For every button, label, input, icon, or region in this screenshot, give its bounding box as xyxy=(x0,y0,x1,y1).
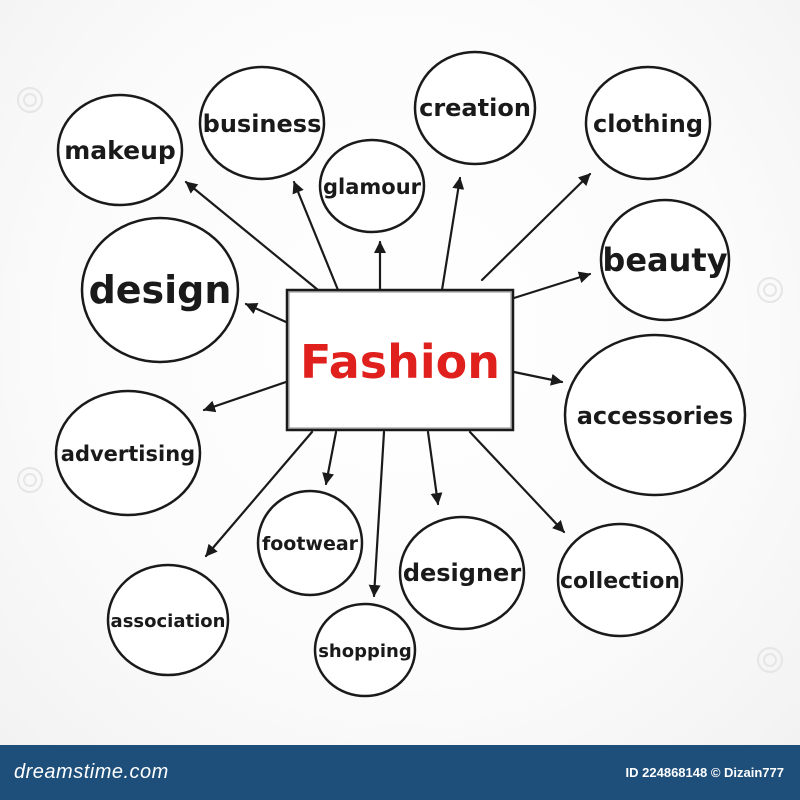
arrow-to-designer xyxy=(426,430,443,506)
node-glamour: glamour xyxy=(318,138,426,234)
node-shopping-label: shopping xyxy=(318,641,412,662)
arrow-to-collection xyxy=(468,430,566,534)
brand-logo-text[interactable]: dreamstime.com xyxy=(14,761,169,783)
arrow-to-advertising xyxy=(202,380,288,413)
mind-map-canvas: Fashion makeup business creation clothin… xyxy=(0,0,800,745)
node-footwear-label: footwear xyxy=(262,533,359,555)
node-association-label: association xyxy=(111,611,226,632)
node-accessories-label: accessories xyxy=(577,402,734,430)
node-design: design xyxy=(80,216,240,364)
arrow-to-shopping xyxy=(368,430,386,598)
node-collection: collection xyxy=(556,522,684,638)
node-beauty-label: beauty xyxy=(602,241,727,279)
arrow-to-design xyxy=(244,302,288,324)
arrow-to-creation xyxy=(440,176,465,292)
arrow-to-accessories xyxy=(512,370,564,386)
node-design-label: design xyxy=(89,268,232,312)
center-node: Fashion xyxy=(285,288,515,432)
node-business: business xyxy=(198,65,326,181)
node-shopping: shopping xyxy=(313,602,417,698)
node-makeup-label: makeup xyxy=(64,136,176,165)
node-makeup: makeup xyxy=(56,93,184,207)
center-label: Fashion xyxy=(300,335,500,389)
node-footwear: footwear xyxy=(256,489,364,597)
arrow-to-clothing xyxy=(480,172,592,282)
arrow-to-makeup xyxy=(184,180,320,292)
node-accessories: accessories xyxy=(563,333,747,497)
mind-map-diagram: Fashion makeup business creation clothin… xyxy=(17,50,783,698)
node-collection-label: collection xyxy=(560,569,680,594)
arrow-to-footwear xyxy=(322,430,338,486)
node-creation: creation xyxy=(413,50,537,166)
arrow-to-business xyxy=(292,180,340,292)
node-advertising-label: advertising xyxy=(61,442,195,466)
node-creation-label: creation xyxy=(419,94,531,122)
node-business-label: business xyxy=(203,110,322,138)
node-association: association xyxy=(106,563,230,677)
node-beauty: beauty xyxy=(599,198,731,322)
node-glamour-label: glamour xyxy=(323,175,422,199)
node-clothing-label: clothing xyxy=(593,110,703,138)
node-designer: designer xyxy=(398,515,526,631)
node-designer-label: designer xyxy=(403,559,522,587)
stock-footer-bar: dreamstime.com ID 224868148 © Dizain777 xyxy=(0,745,800,800)
image-credit: ID 224868148 © Dizain777 xyxy=(625,765,784,780)
node-advertising: advertising xyxy=(54,389,202,517)
arrow-to-beauty xyxy=(512,271,592,300)
arrow-to-association xyxy=(204,430,314,558)
node-clothing: clothing xyxy=(584,65,712,181)
